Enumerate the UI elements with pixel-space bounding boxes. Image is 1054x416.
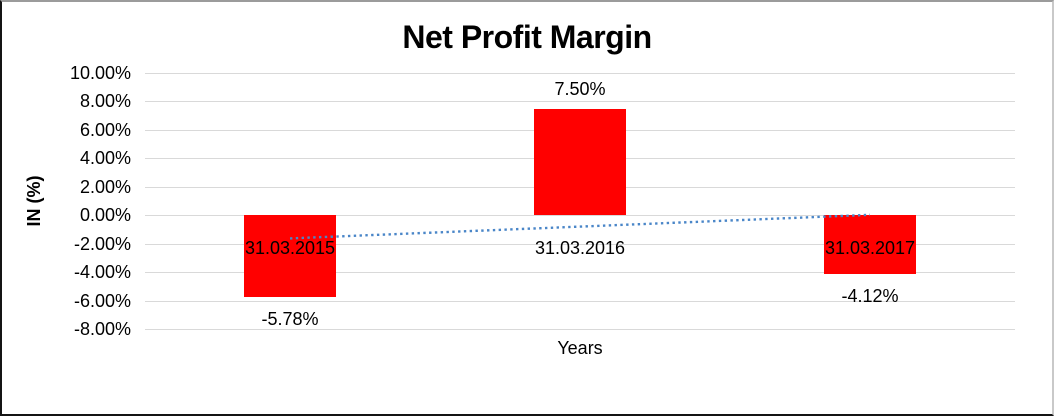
bar-data-label: -5.78% bbox=[261, 309, 319, 330]
bar-data-label: 7.50% bbox=[554, 78, 606, 99]
y-axis-tick-label: -4.00% bbox=[73, 262, 131, 283]
y-axis-tick-label: -2.00% bbox=[73, 233, 131, 254]
y-axis-tick-label: -6.00% bbox=[73, 290, 131, 311]
chart-title: Net Profit Margin bbox=[402, 19, 652, 55]
y-axis-tick-label: 4.00% bbox=[79, 148, 131, 169]
gridline bbox=[145, 101, 1015, 102]
bar-data-label: -4.12% bbox=[841, 285, 899, 306]
y-axis-tick-label: 10.00% bbox=[69, 63, 131, 83]
y-axis-tick-label: 6.00% bbox=[79, 119, 131, 140]
gridline bbox=[145, 272, 1015, 273]
gridline bbox=[145, 244, 1015, 245]
x-axis-category-label: 31.03.2017 bbox=[824, 238, 916, 258]
y-axis-tick-label: 2.00% bbox=[79, 176, 131, 197]
y-axis-tick-label: 0.00% bbox=[79, 205, 131, 226]
y-axis-tick-label: 8.00% bbox=[79, 91, 131, 112]
x-axis-title: Years bbox=[557, 338, 603, 358]
bar bbox=[534, 108, 626, 216]
x-axis-category-label: 31.03.2016 bbox=[534, 238, 626, 258]
x-axis-category-label: 31.03.2015 bbox=[244, 238, 336, 258]
gridline bbox=[145, 73, 1015, 74]
gridline bbox=[145, 301, 1015, 302]
gridline bbox=[145, 329, 1015, 330]
y-axis-tick-label: -8.00% bbox=[73, 318, 131, 339]
